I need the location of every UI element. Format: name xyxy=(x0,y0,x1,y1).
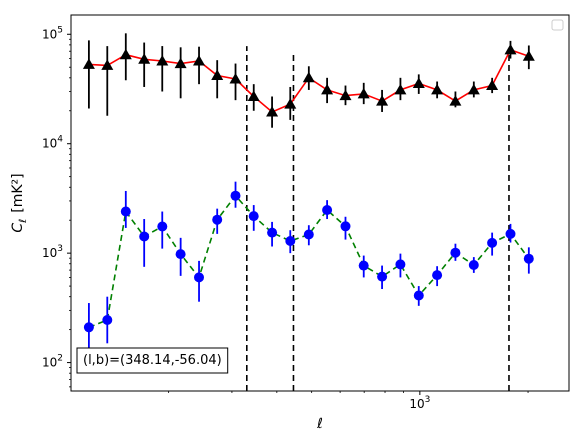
data-point xyxy=(394,83,407,95)
plot-frame xyxy=(70,14,570,392)
data-point xyxy=(193,55,205,66)
y-axis-label-symbol: C xyxy=(10,223,26,233)
data-point xyxy=(487,237,498,248)
y-axis-label: Cℓ [mK²] xyxy=(10,173,29,232)
data-point xyxy=(340,221,351,232)
data-point xyxy=(284,98,297,109)
data-point xyxy=(504,43,517,55)
data-point xyxy=(138,53,151,64)
axis-ticks: 102 103 104 105 103 xyxy=(42,25,529,411)
data-point xyxy=(211,69,224,80)
data-point xyxy=(230,190,241,201)
data-point xyxy=(449,95,462,106)
data-point xyxy=(377,271,388,282)
data-point xyxy=(321,83,334,95)
data-point xyxy=(322,205,333,215)
data-point xyxy=(139,231,150,242)
reference-lines xyxy=(246,46,510,391)
data-point xyxy=(505,228,516,239)
data-point xyxy=(212,214,223,225)
data-point xyxy=(413,290,424,301)
position-annotation: (l,b)=(348.14,-56.04) xyxy=(76,347,229,374)
data-point xyxy=(285,236,296,246)
data-point xyxy=(450,247,461,258)
data-point xyxy=(119,48,132,60)
data-point xyxy=(83,322,94,333)
data-point xyxy=(194,272,204,283)
data-point xyxy=(174,57,187,69)
data-point xyxy=(82,58,95,69)
data-point xyxy=(412,77,425,88)
series-circle xyxy=(83,181,534,351)
data-point xyxy=(522,50,535,61)
annotation-box xyxy=(76,347,229,374)
data-point xyxy=(486,79,499,90)
series-triangle xyxy=(82,33,535,128)
y-tick-label: 105 xyxy=(42,25,63,41)
data-point xyxy=(468,260,479,270)
data-point xyxy=(229,73,242,84)
data-point xyxy=(120,206,131,217)
data-point xyxy=(339,89,352,101)
data-point xyxy=(432,270,443,281)
y-axis-label-subscript: ℓ xyxy=(18,219,29,223)
x-axis-label: ℓ xyxy=(316,416,323,432)
y-tick-label: 102 xyxy=(42,354,63,370)
data-point xyxy=(157,221,168,232)
data-point xyxy=(431,83,444,95)
data-point xyxy=(358,260,369,271)
data-point xyxy=(523,253,534,264)
data-point xyxy=(376,95,389,106)
data-point xyxy=(267,227,278,238)
data-point xyxy=(395,259,406,270)
plot-area: 102 103 104 105 103 (l,b)=(348.14,-56.04) xyxy=(42,14,570,411)
data-point xyxy=(248,211,259,222)
series-line xyxy=(88,194,530,329)
legend-box[interactable] xyxy=(551,19,564,31)
annotation-text: (l,b)=(348.14,-56.04) xyxy=(83,353,222,368)
data-point xyxy=(101,59,114,70)
data-point xyxy=(467,83,480,95)
series-layer xyxy=(82,33,535,351)
data-point xyxy=(357,87,370,99)
y-tick-label: 103 xyxy=(42,244,63,260)
x-tick-label: 103 xyxy=(409,395,430,411)
data-point xyxy=(303,229,314,240)
data-point xyxy=(247,90,260,101)
data-point xyxy=(302,71,315,83)
y-axis-label-unit: [mK²] xyxy=(10,173,26,212)
data-point xyxy=(175,249,186,260)
data-point xyxy=(102,315,113,325)
data-point xyxy=(266,106,279,117)
data-point xyxy=(156,55,169,66)
y-tick-label: 104 xyxy=(42,135,63,151)
